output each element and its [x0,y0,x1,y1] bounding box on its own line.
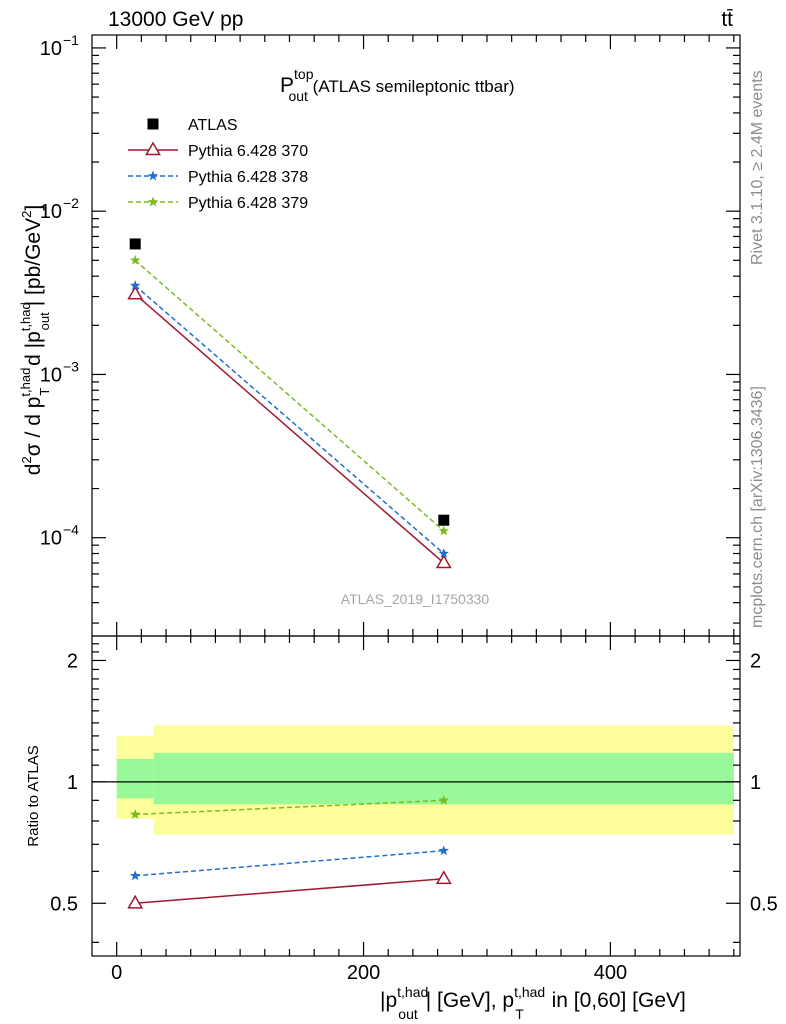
data-point [438,548,449,558]
data-point [438,525,449,536]
series-line [134,259,445,532]
legend-label: Pythia 6.428 378 [188,169,308,186]
legend-label: Pythia 6.428 370 [188,143,308,160]
ratio-data-point [129,809,141,819]
legend-entry: Pythia 6.428 370 [128,141,308,160]
legend-entry: Pythia 6.428 379 [128,195,308,212]
data-point [129,238,141,250]
ratio-plot-frame [91,635,741,957]
ratio-data-point [435,870,452,885]
source-label: mcplots.cern.ch [arXiv:1306.3436] [749,386,766,628]
series-atlas [129,238,450,526]
ratio-series-pythia-6-428-378 [129,845,449,881]
analysis-watermark: ATLAS_2019_I1750330 [341,591,490,607]
data-point [127,285,144,300]
legend-entry: ATLAS [147,117,238,134]
legend-label: Pythia 6.428 379 [188,195,308,212]
ratio-data-point [127,894,144,909]
series-pythia-6-428-378 [129,280,449,558]
legend: ATLAS Pythia 6.428 370 Pythia 6.428 378 Pyt… [128,117,308,212]
ratio-y-tick-label: 1 [67,772,78,794]
ratio-y-axis-label: Ratio to ATLAS [25,745,42,846]
main-plot-panel: ATLAS_2019_I1750330 10−110−210−310−4 Pto… [18,32,741,637]
ratio-series-pythia-6-428-370 [127,870,452,909]
ratio-plot-panel: 0.5 0.5 1 1 2 2 0 200 400 Ratio to ATLAS |pt,had… [25,635,778,1022]
ratio-data-point [438,845,449,856]
y-tick-exponent: −4 [63,522,79,538]
ratio-y-tick-label: 0.5 [50,893,78,915]
ratio-series-line [135,799,444,816]
data-point [438,514,450,526]
x-axis-label: |pt,had out| [GeV], pt,had T in [0,60] [Ge… [380,984,686,1022]
legend-entry: Pythia 6.428 378 [128,169,308,186]
data-point [129,254,141,265]
legend-marker [147,118,159,130]
series-line [134,293,445,564]
rivet-version-label: Rivet 3.1.10, ≥ 2.4M events [749,70,766,265]
stat-uncertainty-band [116,758,154,799]
x-tick-label: 200 [347,962,380,984]
legend-marker [147,170,159,181]
ratio-data-point [438,794,449,805]
process-label: tt̄ [721,8,733,31]
y-tick-exponent: −1 [63,32,79,48]
ratio-data-point [129,870,141,881]
y-tick-label: 10 [40,201,62,223]
y-tick-label: 10 [40,364,62,386]
main-y-axis-label: d2σ / d pt,had T d |pt,had out| [pb/GeV2] [18,205,52,475]
chart-title: Ptop out (ATLAS semileptonic ttbar) [280,66,515,104]
x-tick-label: 0 [111,962,122,984]
energy-label: 13000 GeV pp [108,8,243,31]
y-tick-exponent: −2 [63,195,79,211]
series-pythia-6-428-370 [127,285,452,569]
y-tick-exponent: −3 [63,358,79,374]
x-tick-label: 400 [594,962,627,984]
legend-marker [145,141,161,156]
legend-label: ATLAS [188,117,238,134]
ratio-y-tick-label-right: 2 [750,650,761,672]
series-line [134,285,445,555]
data-point [129,280,141,291]
legend-marker [147,196,159,207]
y-tick-label: 10 [40,38,62,60]
ratio-y-tick-label-right: 1 [750,772,761,794]
ratio-series-line [135,849,444,877]
data-point [435,554,452,569]
ratio-series-line [135,878,444,905]
y-tick-label: 10 [40,528,62,550]
series-pythia-6-428-379 [129,254,449,536]
ratio-series-pythia-6-428-379 [129,794,449,819]
ratio-y-tick-label: 2 [67,650,78,672]
ratio-y-tick-label-right: 0.5 [750,893,778,915]
